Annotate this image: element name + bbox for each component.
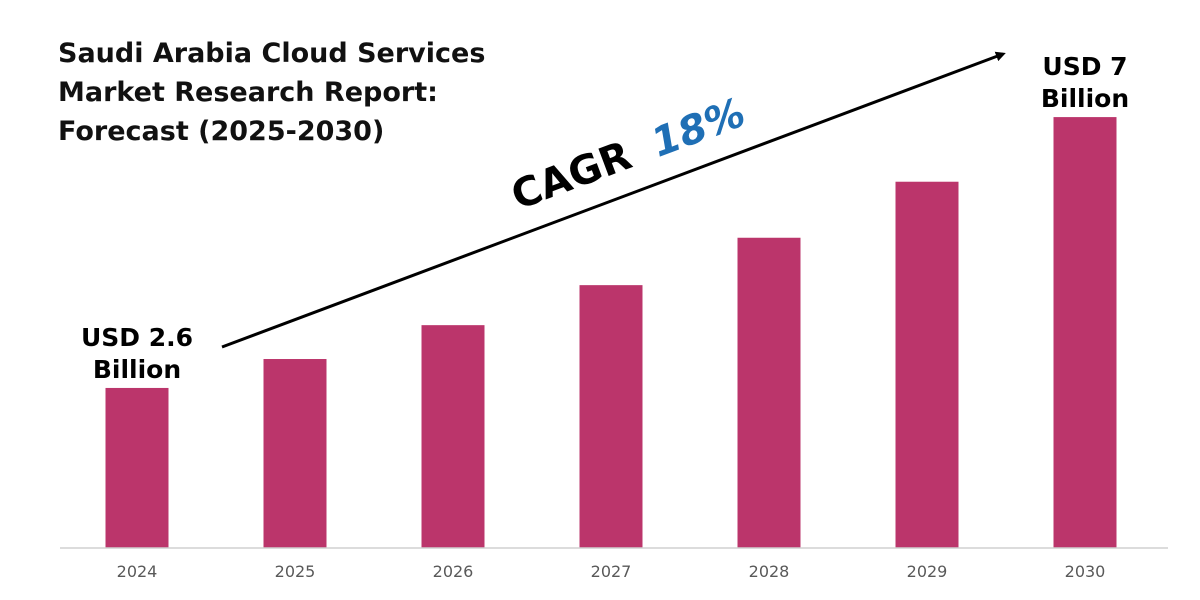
x-tick-label-2027: 2027 xyxy=(591,562,632,581)
cagr-annotation: CAGR 18% xyxy=(505,90,751,219)
x-tick-label-2026: 2026 xyxy=(433,562,474,581)
x-tick-label-2025: 2025 xyxy=(275,562,316,581)
x-axis-tick-labels: 2024 2025 2026 2027 2028 2029 2030 xyxy=(117,562,1106,581)
bar-2024 xyxy=(105,387,169,548)
chart-title-line-3: Forecast (2025-2030) xyxy=(58,116,384,147)
bar-2026 xyxy=(421,325,485,548)
x-tick-label-2028: 2028 xyxy=(749,562,790,581)
bar-2029 xyxy=(895,181,959,548)
growth-trend-arrow xyxy=(221,51,1006,349)
data-label-2030-line-2: Billion xyxy=(1041,84,1129,113)
x-tick-label-2030: 2030 xyxy=(1065,562,1106,581)
data-labels: USD 2.6 Billion USD 7 Billion xyxy=(81,52,1129,384)
chart-title-line-2: Market Research Report: xyxy=(58,77,438,108)
bar-series xyxy=(105,117,1117,548)
bar-2025 xyxy=(263,359,327,548)
x-tick-label-2024: 2024 xyxy=(117,562,158,581)
chart-title: Saudi Arabia Cloud Services Market Resea… xyxy=(58,38,485,147)
data-label-2024-line-1: USD 2.6 xyxy=(81,323,193,352)
x-tick-label-2029: 2029 xyxy=(907,562,948,581)
bar-2030 xyxy=(1053,117,1117,548)
chart-title-line-1: Saudi Arabia Cloud Services xyxy=(58,38,485,69)
bar-2027 xyxy=(579,285,643,548)
cagr-prefix: CAGR xyxy=(505,133,637,220)
data-label-2030-line-1: USD 7 xyxy=(1042,52,1127,81)
bar-2028 xyxy=(737,237,801,548)
data-label-2024-line-2: Billion xyxy=(93,355,181,384)
